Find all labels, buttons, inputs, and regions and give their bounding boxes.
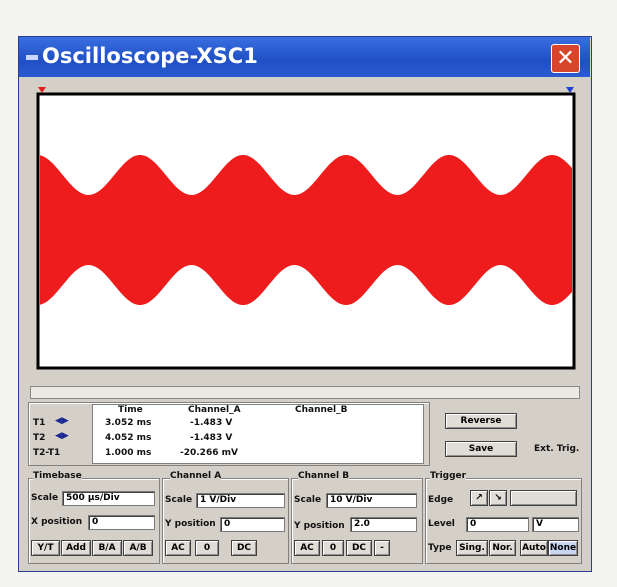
group-title: Timebase: [33, 470, 82, 482]
mode-button[interactable]: Y/T: [31, 540, 60, 556]
timebase-group: [28, 478, 160, 564]
save-button[interactable]: Save: [445, 441, 517, 457]
row-time: 3.052 ms: [105, 418, 152, 428]
edge-rise-button[interactable]: ↗: [470, 490, 488, 506]
waveform: [40, 155, 572, 305]
trigger-type-button[interactable]: Auto: [520, 540, 548, 556]
field-label: Edge: [428, 495, 454, 505]
channel-a-position[interactable]: 0: [220, 517, 285, 532]
cursor-arrows[interactable]: ◀▶: [55, 416, 69, 426]
scope-screen: [26, 82, 586, 382]
ext-trig-label: Ext. Trig.: [534, 444, 580, 454]
field-label: Scale: [294, 495, 322, 505]
readout-table: [92, 404, 424, 464]
coupling-button[interactable]: DC: [346, 540, 372, 556]
timebase-scale[interactable]: 500 µs/Div: [62, 491, 155, 506]
readout-box: [28, 402, 430, 466]
field-label: Level: [428, 519, 455, 529]
coupling-button[interactable]: -: [374, 540, 390, 556]
group-title: Trigger: [430, 470, 467, 482]
edge-source-button[interactable]: [510, 490, 577, 506]
coupling-button[interactable]: DC: [231, 540, 257, 556]
field-label: Scale: [165, 495, 193, 505]
channel-b-scale[interactable]: 10 V/Div: [326, 493, 417, 508]
trigger-group: [425, 478, 582, 564]
row-time: 1.000 ms: [105, 448, 152, 458]
channel-a-scale[interactable]: 1 V/Div: [196, 493, 285, 508]
cursor-arrows[interactable]: ◀▶: [55, 431, 69, 441]
field-label: Y position: [165, 519, 216, 529]
reverse-button[interactable]: Reverse: [445, 413, 517, 429]
mode-button[interactable]: A/B: [123, 540, 153, 556]
row-channel-a: -1.483 V: [190, 418, 233, 428]
field-label: Scale: [31, 493, 59, 503]
coupling-button[interactable]: 0: [195, 540, 219, 556]
window-title: Oscilloscope-XSC1: [42, 44, 258, 68]
field-label: X position: [31, 517, 83, 527]
row-label: T2-T1: [33, 448, 61, 458]
header-channel-a: Channel_A: [188, 405, 241, 415]
group-title: Channel B: [298, 470, 350, 482]
cursor-t1[interactable]: [38, 87, 46, 93]
coupling-button[interactable]: AC: [294, 540, 320, 556]
field-label: Y position: [294, 521, 345, 531]
coupling-button[interactable]: 0: [322, 540, 344, 556]
channel-b-position[interactable]: 2.0: [350, 517, 417, 532]
header-channel-b: Channel_B: [295, 405, 348, 415]
trigger-type-button[interactable]: Sing.: [456, 540, 488, 556]
group-title: Channel A: [170, 470, 222, 482]
trigger-type-button[interactable]: Nor.: [489, 540, 516, 556]
coupling-button[interactable]: AC: [165, 540, 191, 556]
field-label: Type: [428, 543, 452, 553]
row-channel-a: -1.483 V: [190, 433, 233, 443]
timebase-position[interactable]: 0: [88, 515, 155, 530]
trigger-level[interactable]: 0: [466, 517, 529, 532]
scrollbar[interactable]: [30, 386, 580, 399]
mode-button[interactable]: Add: [61, 540, 91, 556]
cursor-t2[interactable]: [566, 87, 574, 93]
trigger-type-button[interactable]: None: [548, 540, 578, 556]
header-time: Time: [118, 405, 143, 415]
mode-button[interactable]: B/A: [92, 540, 122, 556]
trigger-level-unit[interactable]: V: [532, 517, 579, 532]
close-button[interactable]: ✕: [551, 44, 580, 73]
channel-b-group: [291, 478, 423, 564]
row-label: T2: [33, 433, 46, 443]
row-time: 4.052 ms: [105, 433, 152, 443]
row-channel-a: -20.266 mV: [180, 448, 238, 458]
window-icon: [26, 55, 38, 60]
row-label: T1: [33, 418, 46, 428]
title-bar: [19, 37, 590, 77]
channel-a-group: [162, 478, 289, 564]
edge-fall-button[interactable]: ↘: [489, 490, 507, 506]
